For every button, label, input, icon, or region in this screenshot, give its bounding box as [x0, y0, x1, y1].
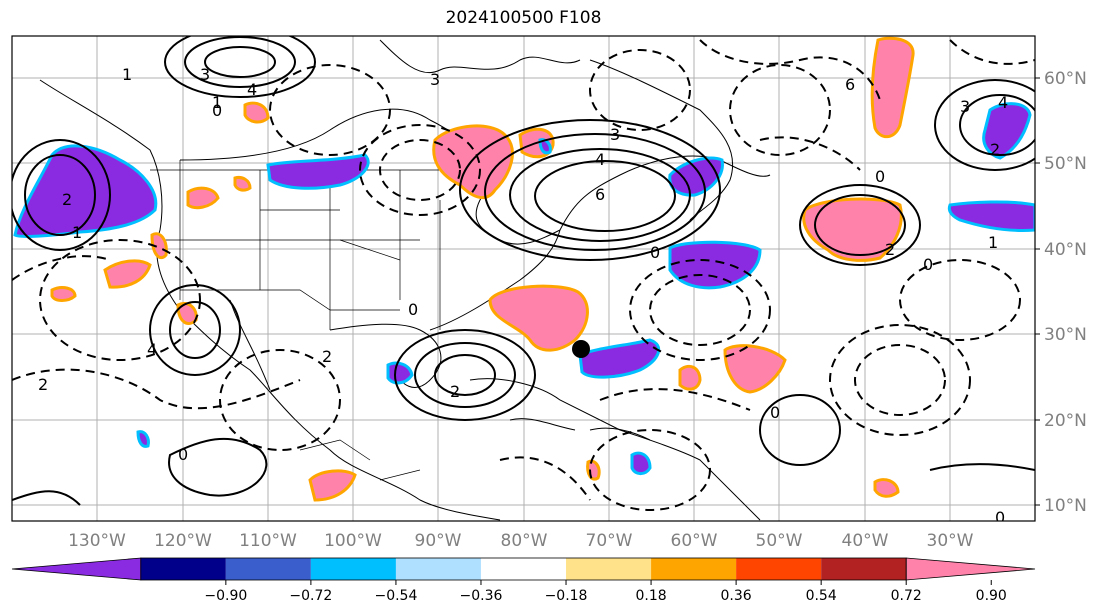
contour-label: 3	[430, 70, 440, 89]
contour-label: 1	[122, 65, 132, 84]
contour-label: 2	[990, 140, 1000, 159]
shaded-fields	[13, 36, 1035, 502]
contour-label: 0	[923, 255, 933, 274]
lon-label-90w: 90°W	[415, 531, 462, 551]
lon-label-40w: 40°W	[842, 531, 889, 551]
colorbar-tick-label: 0.18	[635, 588, 666, 604]
positive-regions	[50, 36, 915, 502]
contour-label: 4	[147, 340, 157, 359]
contour-label: 1	[212, 93, 222, 112]
colorbar-tick-label: 0.54	[806, 588, 837, 604]
contour-label: 2	[62, 190, 72, 209]
colorbar-tick-label: −0.72	[289, 588, 332, 604]
contour-label: 3	[610, 125, 620, 144]
colorbar-cell	[651, 558, 737, 580]
storm-center-dot	[572, 340, 590, 358]
colorbar-tick-label: 0.72	[891, 588, 922, 604]
lon-label-80w: 80°W	[501, 531, 548, 551]
lat-label-60n: 60°N	[1044, 69, 1087, 89]
lon-label-50w: 50°W	[756, 531, 803, 551]
contour-label: 0	[408, 300, 418, 319]
colorbar-cell	[310, 558, 396, 580]
latitude-axis: 60°N 50°N 40°N 30°N 20°N 10°N	[1035, 69, 1087, 516]
colorbar: −0.90 −0.72 −0.54 −0.36 −0.18 0.18 0.36 0.54 0.7…	[11, 557, 1036, 604]
colorbar-tick-label: −0.54	[374, 588, 417, 604]
colorbar-tick-label: 0.36	[721, 588, 752, 604]
lon-label-30w: 30°W	[927, 531, 974, 551]
lat-label-20n: 20°N	[1044, 411, 1087, 431]
colorbar-cell	[566, 558, 652, 580]
lon-label-130w: 130°W	[68, 531, 126, 551]
colorbar-cell	[736, 558, 822, 580]
map-title: 2024100500 F108	[445, 8, 602, 28]
colorbar-cell	[140, 558, 226, 580]
colorbar-cell	[480, 558, 567, 580]
contour-label: 2	[38, 375, 48, 394]
lon-label-100w: 100°W	[324, 531, 382, 551]
colorbar-outline	[140, 557, 907, 581]
lon-label-70w: 70°W	[586, 531, 633, 551]
map-border	[11, 35, 1036, 522]
contour-label: 3	[960, 97, 970, 116]
longitude-axis: 130°W 120°W 110°W 100°W 90°W 80°W 70°W 6…	[68, 531, 974, 551]
contour-label: 0	[178, 445, 188, 464]
contour-label: 0	[875, 167, 885, 186]
contour-label: 4	[247, 80, 257, 99]
contour-label: 0	[770, 403, 780, 422]
contour-label: 2	[885, 240, 895, 259]
lat-label-30n: 30°N	[1044, 325, 1087, 345]
colorbar-cell	[821, 558, 907, 580]
colorbar-tick-label: −0.36	[460, 588, 503, 604]
contour-label: 0	[212, 101, 222, 120]
colorbar-extend-low	[11, 557, 142, 581]
colorbar-tick-label: 0.90	[976, 588, 1007, 604]
lon-label-60w: 60°W	[671, 531, 718, 551]
colorbar-cell	[225, 558, 311, 580]
colorbar-tick-label: −0.18	[545, 588, 588, 604]
contour-label: 6	[595, 185, 605, 204]
negative-regions	[13, 102, 1035, 476]
contour-label: 4	[595, 150, 605, 169]
contour-label: 2	[450, 382, 460, 401]
contour-label: 2	[322, 347, 332, 366]
lat-label-10n: 10°N	[1044, 496, 1087, 516]
contour-label-group: 4 3 1 0 2 6 4 3 6 2 1 0 4 3 2 0 0 0 4 2 …	[38, 65, 1008, 527]
colorbar-cell	[395, 558, 481, 580]
lat-label-40n: 40°N	[1044, 240, 1087, 260]
contour-label: 6	[845, 75, 855, 94]
colorbar-tick-label: −0.90	[204, 588, 247, 604]
contour-lines-dashed	[12, 39, 1035, 511]
contour-label: 3	[200, 65, 210, 84]
contour-label: 0	[650, 243, 660, 262]
lat-label-50n: 50°N	[1044, 154, 1087, 174]
contour-label: 1	[988, 233, 998, 252]
contour-label: 1	[72, 223, 82, 242]
lon-label-110w: 110°W	[239, 531, 297, 551]
lon-label-120w: 120°W	[154, 531, 212, 551]
colorbar-extend-high	[905, 557, 1036, 581]
contour-lines	[12, 36, 1035, 506]
contour-label: 4	[998, 93, 1008, 112]
contour-label: 0	[995, 508, 1005, 527]
